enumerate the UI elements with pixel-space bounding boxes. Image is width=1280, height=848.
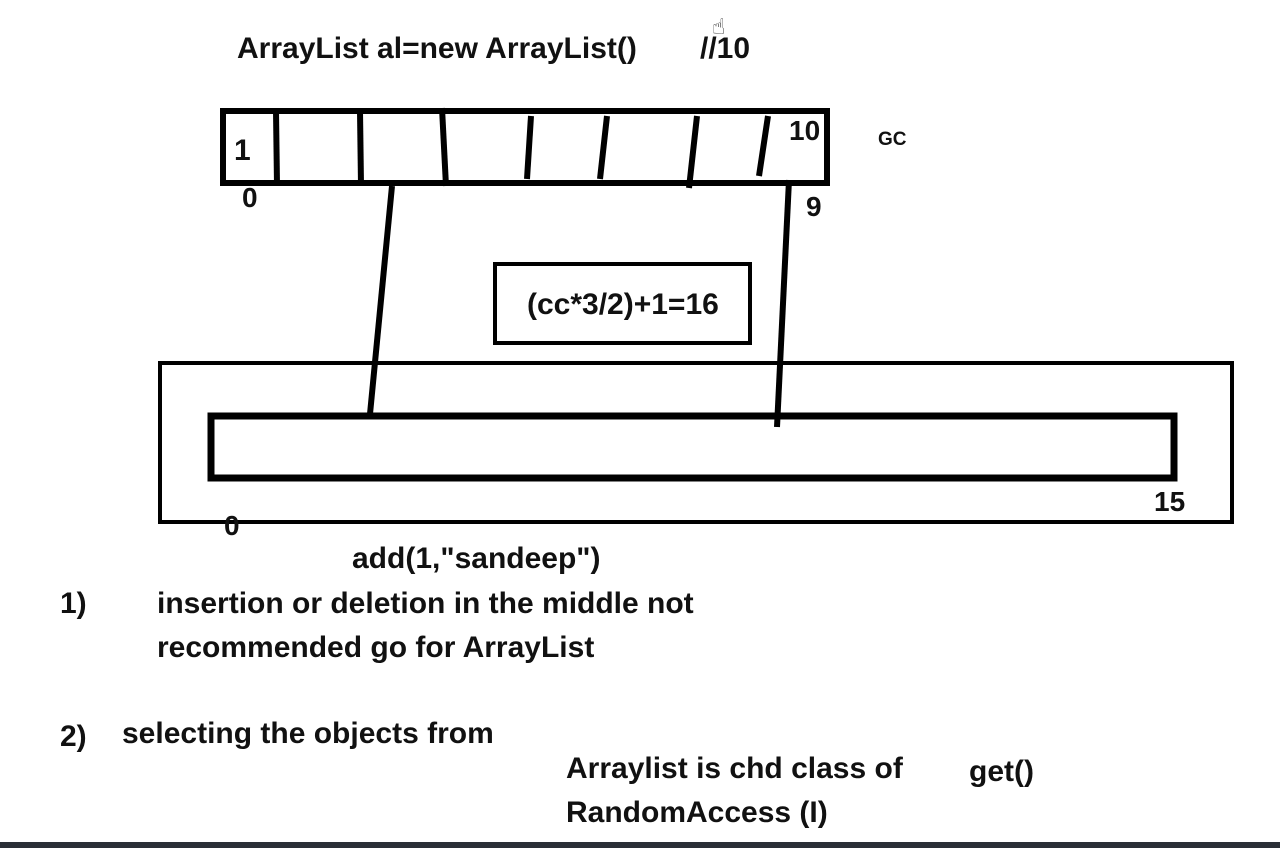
gc-label: GC — [878, 129, 907, 150]
heap-region — [158, 361, 1234, 524]
copy-line-right — [774, 179, 792, 428]
code-comment: //10 — [700, 32, 751, 65]
new-array-start-index: 0 — [224, 510, 240, 541]
old-array-capacity: 10 — [789, 115, 821, 146]
point-1-line1: insertion or deletion in the middle not — [157, 587, 694, 620]
growth-formula: (cc*3/2)+1=16 — [527, 288, 719, 321]
copy-line-left — [367, 185, 395, 415]
note-method: get() — [969, 755, 1034, 788]
old-array-divider — [597, 115, 610, 180]
old-array-end-index: 9 — [806, 191, 822, 222]
new-array-box — [207, 412, 1178, 482]
old-array-divider — [524, 115, 534, 180]
point-2-number: 2) — [60, 720, 87, 753]
point-2-line1: selecting the objects from — [122, 717, 494, 750]
hand-pointer-icon: ☝ — [712, 14, 726, 39]
method-call: add(1,"sandeep") — [352, 542, 601, 575]
code-line: ArrayList al=new ArrayList() — [237, 32, 637, 65]
old-array-divider — [686, 115, 700, 189]
old-array-first-value: 1 — [234, 134, 251, 167]
old-array-divider — [357, 110, 364, 186]
old-array-box — [220, 108, 830, 186]
point-1-line2: recommended go for ArrayList — [157, 631, 595, 664]
note-line2: RandomAccess (I) — [566, 796, 828, 829]
note-line1: Arraylist is chd class of — [566, 752, 903, 785]
old-array-divider — [756, 115, 771, 177]
new-array-end-index: 15 — [1154, 486, 1186, 517]
old-array-divider — [439, 107, 449, 187]
old-array-divider — [273, 110, 280, 186]
point-1-number: 1) — [60, 587, 87, 620]
old-array-start-index: 0 — [242, 182, 258, 213]
bottom-bar — [0, 842, 1280, 848]
formula-box — [493, 262, 752, 345]
